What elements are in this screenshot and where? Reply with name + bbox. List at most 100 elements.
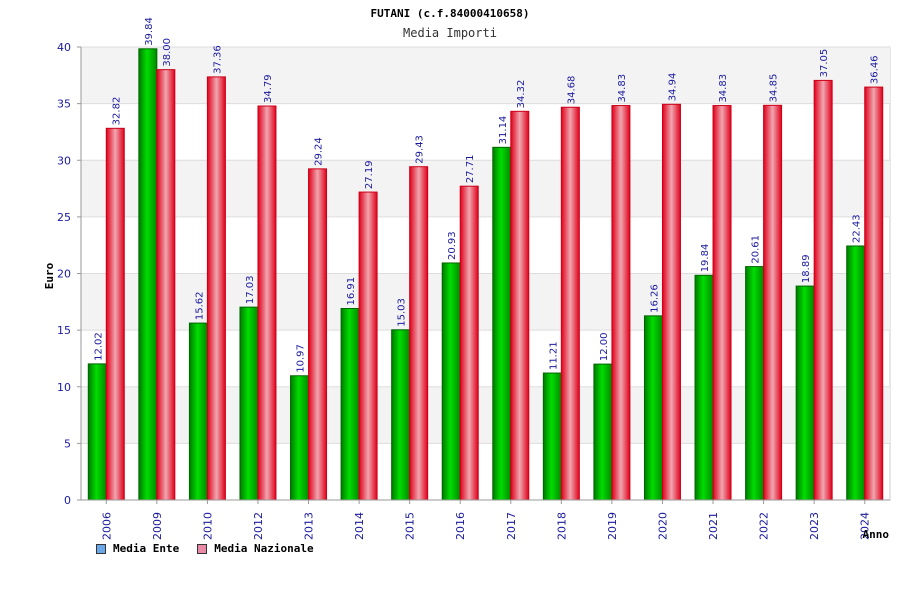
x-tick-label: 2018 xyxy=(555,512,568,540)
y-tick-label: 35 xyxy=(57,98,71,111)
bar-media-nazionale xyxy=(712,105,732,501)
data-label: 38.00 xyxy=(162,38,173,67)
x-tick-label: 2022 xyxy=(758,512,771,540)
y-axis: 0 5 10 15 20 25 30 35 40 xyxy=(57,41,82,507)
bar-media-ente xyxy=(138,48,158,501)
data-label: 19.84 xyxy=(700,244,711,273)
bar-media-ente xyxy=(694,274,714,501)
x-tick-label: 2023 xyxy=(808,512,821,540)
bar-media-nazionale xyxy=(308,168,328,501)
bar-media-ente xyxy=(441,262,461,501)
data-label: 11.21 xyxy=(548,341,559,370)
legend-item-media-nazionale: Media Nazionale xyxy=(197,542,314,555)
x-axis-label: Anno xyxy=(863,528,890,541)
legend-swatch-media-ente xyxy=(96,543,106,554)
data-label: 36.46 xyxy=(870,55,881,84)
data-label: 34.94 xyxy=(667,73,678,102)
data-label: 20.61 xyxy=(751,235,762,264)
bar-media-nazionale xyxy=(864,86,884,501)
bar-media-ente xyxy=(391,329,411,501)
x-tick-label: 2012 xyxy=(252,512,265,540)
data-label: 12.02 xyxy=(93,332,104,361)
data-label: 39.84 xyxy=(144,17,155,46)
data-label: 12.00 xyxy=(599,332,610,361)
x-tick-label: 2021 xyxy=(707,512,720,540)
bar-media-nazionale xyxy=(763,104,783,501)
x-tick-label: 2017 xyxy=(505,512,518,540)
bar-media-ente xyxy=(745,266,765,501)
y-tick-label: 30 xyxy=(57,154,71,167)
bar-media-ente xyxy=(239,306,259,501)
data-label: 34.68 xyxy=(566,76,577,105)
legend-label-media-nazionale: Media Nazionale xyxy=(214,542,314,555)
data-label: 29.43 xyxy=(415,135,426,164)
bar-media-ente xyxy=(87,363,107,501)
data-label: 34.79 xyxy=(263,74,274,103)
y-tick-label: 0 xyxy=(64,494,71,507)
bar-media-ente xyxy=(542,372,562,501)
data-label: 27.19 xyxy=(364,160,375,189)
data-label: 34.83 xyxy=(617,74,628,103)
bar-media-nazionale xyxy=(156,69,176,501)
bar-media-nazionale xyxy=(206,76,226,501)
legend-swatch-media-nazionale xyxy=(197,543,208,554)
bar-media-ente xyxy=(340,307,360,501)
bar-media-nazionale xyxy=(510,110,530,501)
y-tick-label: 40 xyxy=(57,41,71,54)
x-tick-label: 2019 xyxy=(606,512,619,540)
data-label: 34.83 xyxy=(718,74,729,103)
bar-media-nazionale xyxy=(611,105,631,501)
bar-media-ente xyxy=(643,315,663,501)
legend: Media Ente Media Nazionale xyxy=(96,542,314,555)
data-label: 16.91 xyxy=(346,277,357,306)
x-tick-label: 2014 xyxy=(353,512,366,540)
chart-title: FUTANI (c.f.84000410658) xyxy=(371,7,530,20)
data-label: 15.03 xyxy=(397,298,408,327)
bar-media-nazionale xyxy=(560,106,580,501)
bar-media-ente xyxy=(593,363,613,501)
bar-media-ente xyxy=(290,375,310,501)
data-label: 34.85 xyxy=(769,74,780,103)
y-tick-label: 5 xyxy=(64,437,71,450)
x-tick-label: 2024 xyxy=(859,512,872,540)
bar-media-ente xyxy=(795,285,815,501)
data-label: 37.36 xyxy=(212,45,223,74)
bar-media-nazionale xyxy=(105,127,125,501)
y-tick-label: 20 xyxy=(57,268,71,281)
bar-media-nazionale xyxy=(813,79,833,501)
chart-subtitle: Media Importi xyxy=(403,26,497,40)
bar-media-ente xyxy=(846,245,866,501)
x-tick-label: 2013 xyxy=(303,512,316,540)
y-tick-label: 15 xyxy=(57,324,71,337)
bar-media-ente xyxy=(492,146,512,501)
x-axis: 2006 2009 2010 2012 2013 2014 2015 2016 2017 2018… xyxy=(81,499,890,540)
data-label: 34.32 xyxy=(516,80,527,109)
data-label: 16.26 xyxy=(649,284,660,313)
bars: 12.02 32.82 39.84 38.00 15.62 37.36 17.03 34.79… xyxy=(87,17,884,501)
legend-label-media-ente: Media Ente xyxy=(113,542,180,555)
x-tick-label: 2015 xyxy=(404,512,417,540)
bar-media-nazionale xyxy=(661,103,681,501)
data-label: 15.62 xyxy=(194,291,205,320)
y-tick-label: 10 xyxy=(57,381,71,394)
data-label: 18.89 xyxy=(801,254,812,283)
data-label: 31.14 xyxy=(498,116,509,145)
bar-media-nazionale xyxy=(409,166,429,501)
data-label: 10.97 xyxy=(296,344,307,373)
x-tick-label: 2006 xyxy=(100,512,113,540)
x-tick-label: 2009 xyxy=(151,512,164,540)
bar-media-nazionale xyxy=(459,185,479,501)
data-label: 20.93 xyxy=(447,231,458,260)
bar-media-nazionale xyxy=(257,105,277,501)
bar-media-ente xyxy=(188,322,208,501)
data-label: 17.03 xyxy=(245,275,256,304)
bar-media-nazionale xyxy=(358,191,378,501)
data-label: 37.05 xyxy=(819,49,830,78)
y-axis-label: Euro xyxy=(43,262,56,289)
data-label: 22.43 xyxy=(852,214,863,243)
x-tick-label: 2010 xyxy=(201,512,214,540)
y-tick-label: 25 xyxy=(57,211,71,224)
data-label: 29.24 xyxy=(314,137,325,166)
x-tick-label: 2016 xyxy=(454,512,467,540)
